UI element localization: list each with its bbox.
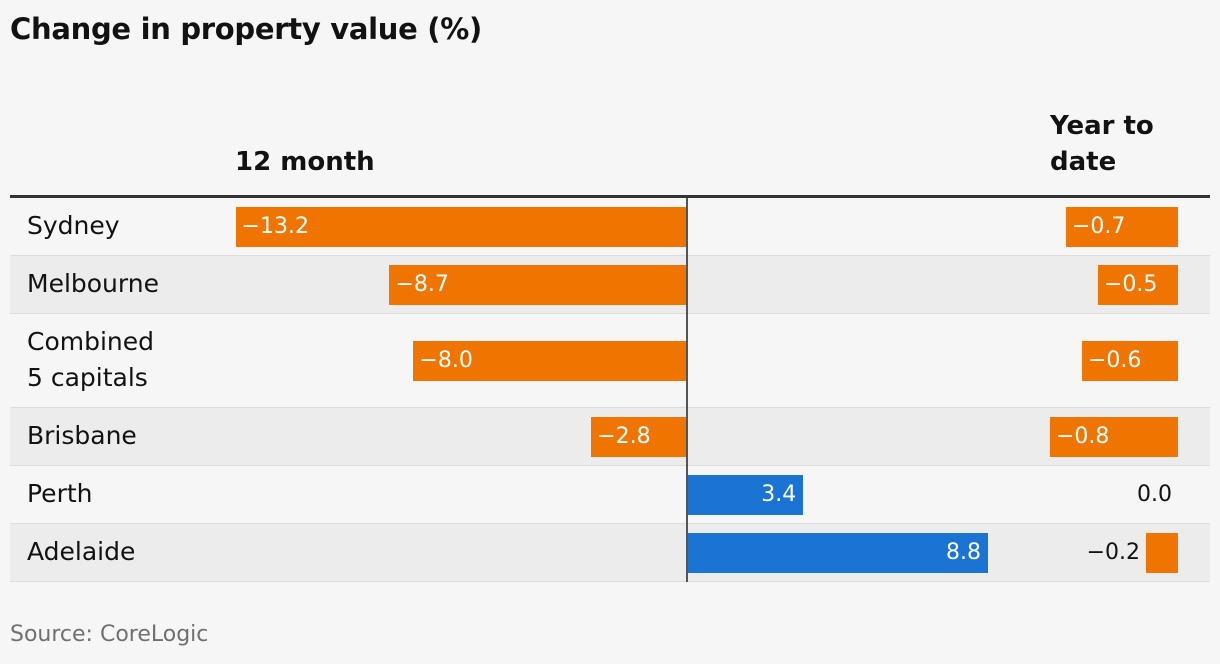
bar-12-month xyxy=(591,417,687,457)
category-label: Perth xyxy=(27,479,93,508)
table-row: Combined 5 capitals −8.0 −0.6 xyxy=(10,314,1210,408)
bar-year-to-date xyxy=(1082,341,1178,381)
bar-12-month xyxy=(389,265,687,305)
category-label: Adelaide xyxy=(27,537,136,566)
bar-value-label-12-month: −8.7 xyxy=(395,272,449,297)
bar-year-to-date xyxy=(1146,533,1178,573)
table-row: Perth 3.4 0.0 xyxy=(10,466,1210,524)
bar-value-label-12-month: −2.8 xyxy=(597,424,651,449)
category-label: Sydney xyxy=(27,211,120,240)
bar-12-month xyxy=(235,207,687,247)
bar-value-label-year-to-date: −0.7 xyxy=(1072,214,1126,239)
bar-12-month xyxy=(687,475,804,515)
bar-value-label-year-to-date: −0.6 xyxy=(1088,348,1142,373)
header-rule xyxy=(10,195,1210,198)
bar-12-month xyxy=(413,341,687,381)
bar-value-label-12-month: 3.4 xyxy=(761,482,797,507)
bar-12-month xyxy=(687,533,988,573)
table-row: Melbourne −8.7 −0.5 xyxy=(10,256,1210,314)
bar-value-label-12-month: 8.8 xyxy=(945,540,981,565)
bar-year-to-date xyxy=(1098,265,1178,305)
bar-value-label-year-to-date: −0.2 xyxy=(1086,540,1140,565)
bar-year-to-date xyxy=(1050,417,1178,457)
column-header-year-to-date: Year to date xyxy=(1050,111,1154,177)
zero-axis-line xyxy=(686,198,688,582)
column-header-12-month: 12 month xyxy=(235,147,375,177)
bar-value-label-year-to-date: −0.5 xyxy=(1104,272,1158,297)
category-label: Melbourne xyxy=(27,269,159,298)
source-note: Source: CoreLogic xyxy=(10,622,209,647)
bar-year-to-date xyxy=(1066,207,1178,247)
table-row: Brisbane −2.8 −0.8 xyxy=(10,408,1210,466)
table-row: Adelaide 8.8 −0.2 xyxy=(10,524,1210,582)
category-label: Combined 5 capitals xyxy=(27,327,155,392)
bar-value-label-12-month: −13.2 xyxy=(241,214,309,239)
bar-value-label-year-to-date: 0.0 xyxy=(1137,482,1172,507)
chart-title: Change in property value (%) xyxy=(10,12,482,46)
category-label: Brisbane xyxy=(27,421,137,450)
table-row: Sydney −13.2 −0.7 xyxy=(10,198,1210,256)
bar-value-label-12-month: −8.0 xyxy=(419,348,473,373)
bar-value-label-year-to-date: −0.8 xyxy=(1056,424,1110,449)
